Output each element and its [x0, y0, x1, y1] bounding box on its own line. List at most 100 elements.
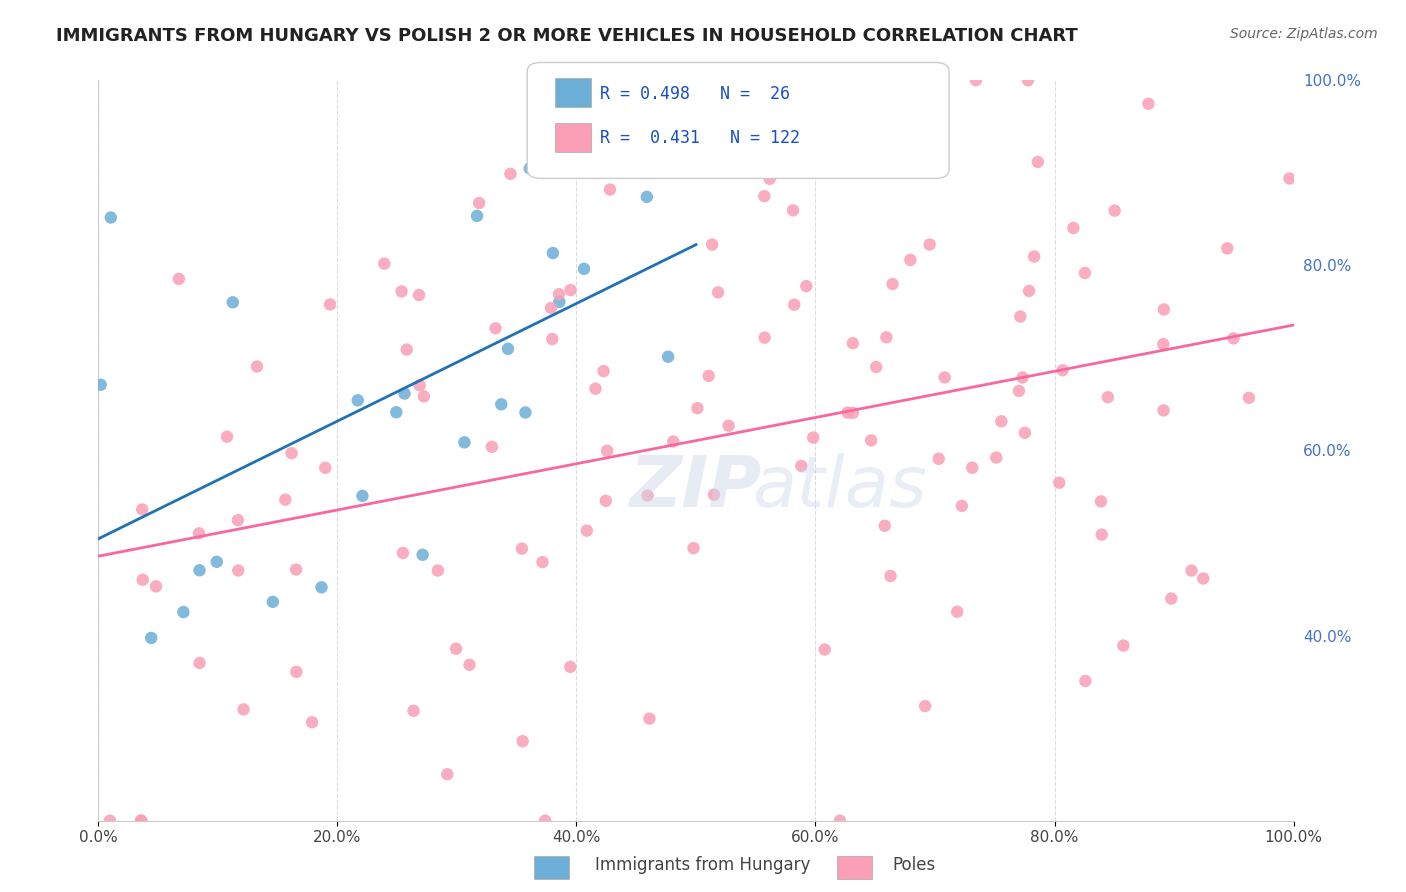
Point: [311, 580, 333, 594]
Point: [512, 734, 534, 748]
Point: [801, 431, 824, 445]
Point: [131, 502, 153, 516]
Point: [828, 814, 851, 828]
Point: [205, 555, 228, 569]
Point: [585, 382, 607, 396]
Point: [873, 518, 896, 533]
Point: [145, 579, 167, 593]
Point: [814, 642, 837, 657]
Point: [548, 287, 571, 301]
Point: [1091, 527, 1114, 541]
Point: [707, 285, 730, 300]
Point: [946, 605, 969, 619]
Point: [599, 182, 621, 196]
Point: [928, 451, 950, 466]
Point: [950, 499, 973, 513]
Point: [515, 405, 537, 419]
Text: Source: ZipAtlas.com: Source: ZipAtlas.com: [1230, 27, 1378, 41]
Point: [1222, 331, 1244, 345]
Point: [860, 434, 883, 448]
Point: [468, 196, 491, 211]
Point: [638, 712, 661, 726]
Point: [167, 272, 190, 286]
Point: [534, 90, 557, 104]
Point: [188, 526, 211, 541]
Point: [697, 368, 720, 383]
Point: [1017, 73, 1039, 87]
Point: [346, 393, 368, 408]
Point: [676, 113, 699, 128]
Point: [882, 277, 904, 291]
Point: [540, 301, 562, 315]
Point: [636, 190, 658, 204]
Point: [794, 279, 817, 293]
Point: [842, 336, 865, 351]
Point: [394, 386, 416, 401]
Point: [1216, 241, 1239, 255]
Point: [408, 288, 430, 302]
Point: [285, 563, 308, 577]
Point: [990, 414, 1012, 428]
Point: [702, 237, 724, 252]
Point: [1192, 572, 1215, 586]
Point: [1278, 171, 1301, 186]
Point: [458, 657, 481, 672]
Point: [510, 541, 533, 556]
Point: [531, 555, 554, 569]
Point: [226, 513, 249, 527]
Point: [98, 814, 121, 828]
Point: [842, 406, 865, 420]
Point: [496, 342, 519, 356]
Point: [314, 460, 336, 475]
Point: [1152, 337, 1174, 351]
Point: [758, 171, 780, 186]
Point: [572, 261, 595, 276]
Point: [560, 283, 582, 297]
Point: [246, 359, 269, 374]
Point: [395, 343, 418, 357]
Point: [172, 605, 194, 619]
Point: [1153, 302, 1175, 317]
Point: [188, 656, 211, 670]
Point: [412, 389, 434, 403]
Point: [548, 294, 571, 309]
Point: [491, 397, 513, 411]
Point: [352, 489, 374, 503]
Point: [541, 246, 564, 260]
Point: [1180, 564, 1202, 578]
Point: [1097, 390, 1119, 404]
Point: [790, 458, 813, 473]
Point: [965, 73, 987, 87]
Point: [301, 715, 323, 730]
Point: [412, 548, 434, 562]
Point: [1112, 639, 1135, 653]
Point: [226, 564, 249, 578]
Point: [215, 430, 238, 444]
Point: [1010, 310, 1032, 324]
Point: [188, 563, 211, 577]
Point: [682, 541, 704, 556]
Text: Immigrants from Hungary: Immigrants from Hungary: [595, 856, 811, 874]
Point: [100, 211, 122, 225]
Point: [560, 660, 582, 674]
Point: [1011, 370, 1033, 384]
Text: atlas: atlas: [752, 453, 927, 522]
Point: [879, 569, 901, 583]
Point: [865, 359, 887, 374]
Text: Poles: Poles: [893, 856, 935, 874]
Point: [657, 350, 679, 364]
Point: [1024, 250, 1046, 264]
Point: [519, 161, 541, 176]
Point: [898, 252, 921, 267]
Point: [90, 377, 112, 392]
Point: [484, 321, 506, 335]
Point: [1052, 363, 1074, 377]
Point: [222, 295, 245, 310]
Point: [1090, 494, 1112, 508]
Point: [1104, 203, 1126, 218]
Point: [636, 489, 658, 503]
Point: [596, 443, 619, 458]
Point: [319, 297, 342, 311]
Point: [595, 493, 617, 508]
Point: [499, 167, 522, 181]
